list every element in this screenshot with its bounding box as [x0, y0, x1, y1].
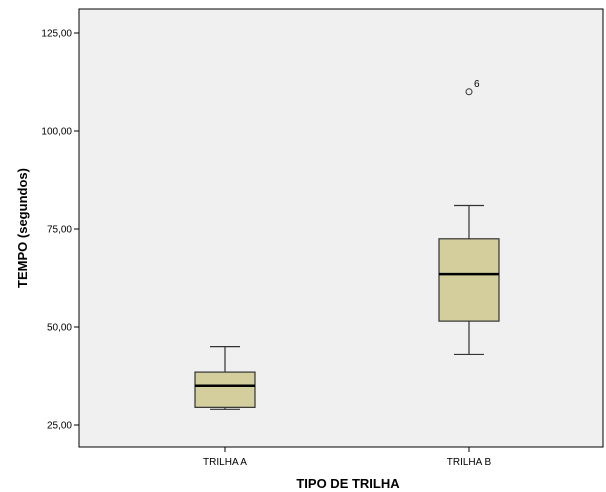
x-axis: TRILHA A TRILHA B [203, 447, 492, 468]
box-trilha-b: 6 [438, 79, 500, 356]
iqr-box [438, 238, 500, 322]
y-axis-title: TEMPO (segundos) [15, 168, 30, 288]
box-trilha-a [194, 346, 256, 410]
boxes: 6 [194, 79, 500, 410]
y-tick-label: 125,00 [41, 29, 72, 40]
y-tick-label: 75,00 [47, 225, 72, 236]
outlier-point [465, 88, 473, 96]
iqr-box [194, 371, 256, 408]
y-tick-label: 100,00 [41, 127, 72, 138]
plot-area [78, 8, 604, 448]
y-tick-label: 50,00 [47, 323, 72, 334]
outlier-label: 6 [474, 79, 480, 90]
x-tick-label: TRILHA A [203, 457, 247, 468]
x-axis-title: TIPO DE TRILHA [296, 476, 400, 491]
x-tick-label: TRILHA B [447, 457, 492, 468]
y-tick-label: 25,00 [47, 421, 72, 432]
y-axis: 25,00 50,00 75,00 100,00 125,00 [41, 29, 79, 432]
